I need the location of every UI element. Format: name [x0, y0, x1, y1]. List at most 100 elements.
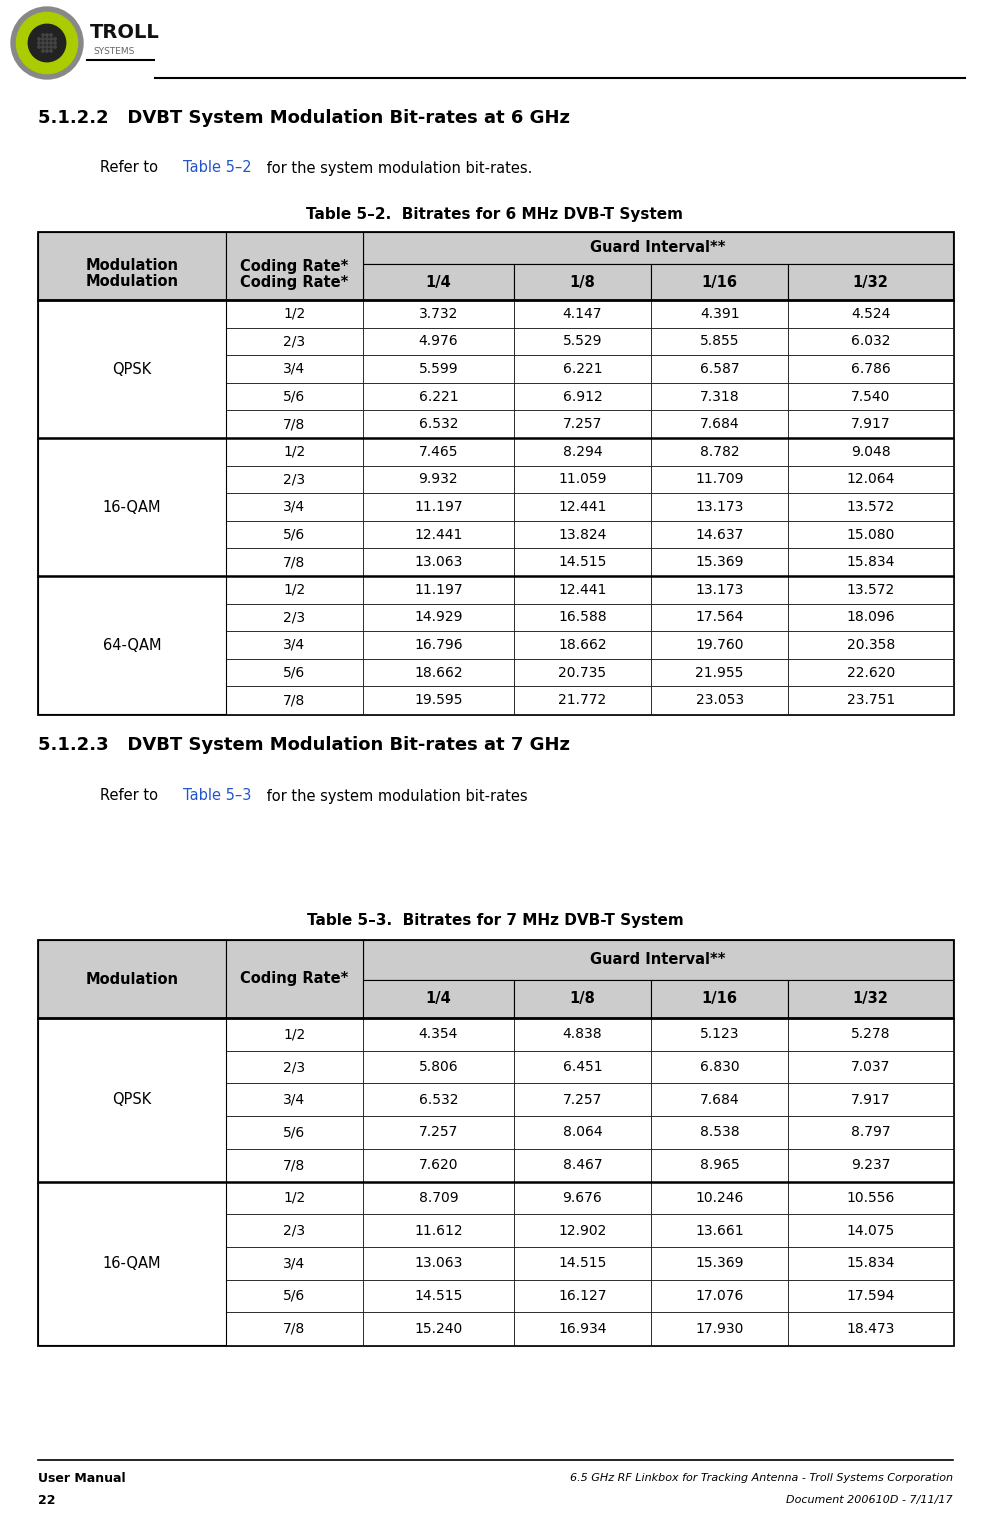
Text: QPSK: QPSK — [112, 1092, 152, 1107]
Circle shape — [38, 45, 41, 48]
Text: 3/4: 3/4 — [283, 1256, 305, 1270]
Text: 10.556: 10.556 — [846, 1191, 895, 1204]
Text: 16-QAM: 16-QAM — [102, 500, 161, 515]
Bar — [513, 980, 651, 1018]
Bar — [788, 1312, 953, 1345]
Bar — [363, 300, 513, 327]
Text: 8.965: 8.965 — [700, 1157, 739, 1173]
Bar — [788, 1148, 953, 1182]
Text: Table 5–2.  Bitrates for 6 MHz DVB-T System: Table 5–2. Bitrates for 6 MHz DVB-T Syst… — [306, 208, 684, 223]
Bar — [38, 1182, 226, 1345]
Bar — [651, 1312, 788, 1345]
Text: 19.595: 19.595 — [414, 694, 463, 708]
Bar — [513, 327, 651, 355]
Bar — [651, 1148, 788, 1182]
Text: 5/6: 5/6 — [283, 1289, 305, 1303]
Text: 5.278: 5.278 — [851, 1027, 890, 1041]
Bar — [363, 1247, 513, 1280]
Bar — [363, 1312, 513, 1345]
Text: 1/2: 1/2 — [283, 308, 305, 321]
Text: 5/6: 5/6 — [283, 389, 305, 403]
Text: 2/3: 2/3 — [283, 335, 305, 348]
Circle shape — [38, 38, 41, 41]
Bar — [788, 686, 953, 714]
Bar — [363, 494, 513, 521]
Bar — [651, 494, 788, 521]
Bar — [363, 327, 513, 355]
Bar — [513, 1247, 651, 1280]
Text: 1/8: 1/8 — [570, 991, 596, 1006]
Text: 18.096: 18.096 — [846, 611, 895, 624]
Bar — [363, 1018, 513, 1051]
Bar — [651, 264, 788, 300]
Text: 16.796: 16.796 — [414, 638, 463, 651]
Bar — [513, 1182, 651, 1214]
Text: 4.391: 4.391 — [700, 308, 739, 321]
Bar — [513, 521, 651, 548]
Text: 6.451: 6.451 — [563, 1060, 603, 1074]
Text: 7.684: 7.684 — [700, 1092, 739, 1107]
Bar — [226, 264, 363, 300]
Circle shape — [54, 38, 56, 41]
Bar — [363, 465, 513, 494]
Text: Document 200610D - 7/11/17: Document 200610D - 7/11/17 — [787, 1495, 953, 1504]
Bar — [226, 632, 363, 659]
Bar — [513, 300, 651, 327]
Bar — [363, 603, 513, 632]
Bar — [363, 264, 513, 300]
Bar — [363, 1117, 513, 1148]
Text: 4.354: 4.354 — [418, 1027, 458, 1041]
Text: 7/8: 7/8 — [283, 417, 305, 432]
Text: 13.173: 13.173 — [696, 583, 744, 597]
Text: 16.934: 16.934 — [558, 1321, 606, 1336]
Bar — [38, 576, 226, 714]
Bar — [226, 1247, 363, 1280]
Bar — [651, 548, 788, 576]
Text: SYSTEMS: SYSTEMS — [93, 47, 135, 56]
Text: 7.917: 7.917 — [851, 417, 891, 432]
Text: 2/3: 2/3 — [283, 1060, 305, 1074]
Bar — [513, 1018, 651, 1051]
Text: 6.912: 6.912 — [563, 389, 603, 403]
Text: 17.564: 17.564 — [696, 611, 744, 624]
Bar — [513, 632, 651, 659]
Bar — [788, 1083, 953, 1117]
Text: Table 5–2: Table 5–2 — [183, 161, 252, 176]
Bar — [226, 1018, 363, 1051]
Bar — [788, 1247, 953, 1280]
Text: Modulation: Modulation — [85, 274, 178, 289]
Bar — [226, 521, 363, 548]
Bar — [513, 383, 651, 411]
Text: 17.594: 17.594 — [846, 1289, 895, 1303]
Bar — [226, 1051, 363, 1083]
Bar — [788, 355, 953, 383]
Text: 5.123: 5.123 — [700, 1027, 739, 1041]
Bar — [38, 438, 226, 576]
Text: 7.318: 7.318 — [700, 389, 739, 403]
Bar — [513, 659, 651, 686]
Text: 1/4: 1/4 — [425, 274, 451, 289]
Text: 5.855: 5.855 — [700, 335, 739, 348]
Text: 14.075: 14.075 — [846, 1224, 895, 1238]
Bar — [513, 1083, 651, 1117]
Circle shape — [50, 45, 53, 48]
Bar — [788, 465, 953, 494]
Text: 6.532: 6.532 — [418, 417, 458, 432]
Bar — [38, 1018, 226, 1182]
Text: 15.834: 15.834 — [846, 554, 895, 570]
Bar — [226, 327, 363, 355]
Text: 1/8: 1/8 — [570, 274, 596, 289]
Bar — [226, 1214, 363, 1247]
Text: Guard Interval**: Guard Interval** — [591, 241, 725, 256]
Bar — [226, 383, 363, 411]
Circle shape — [42, 42, 45, 44]
Text: 1/32: 1/32 — [852, 274, 889, 289]
Circle shape — [46, 38, 49, 41]
Bar — [788, 603, 953, 632]
Bar — [651, 632, 788, 659]
Text: 13.572: 13.572 — [846, 583, 895, 597]
Text: 10.246: 10.246 — [696, 1191, 744, 1204]
Circle shape — [50, 33, 53, 36]
Text: 13.824: 13.824 — [558, 527, 606, 541]
Text: 14.929: 14.929 — [414, 611, 463, 624]
